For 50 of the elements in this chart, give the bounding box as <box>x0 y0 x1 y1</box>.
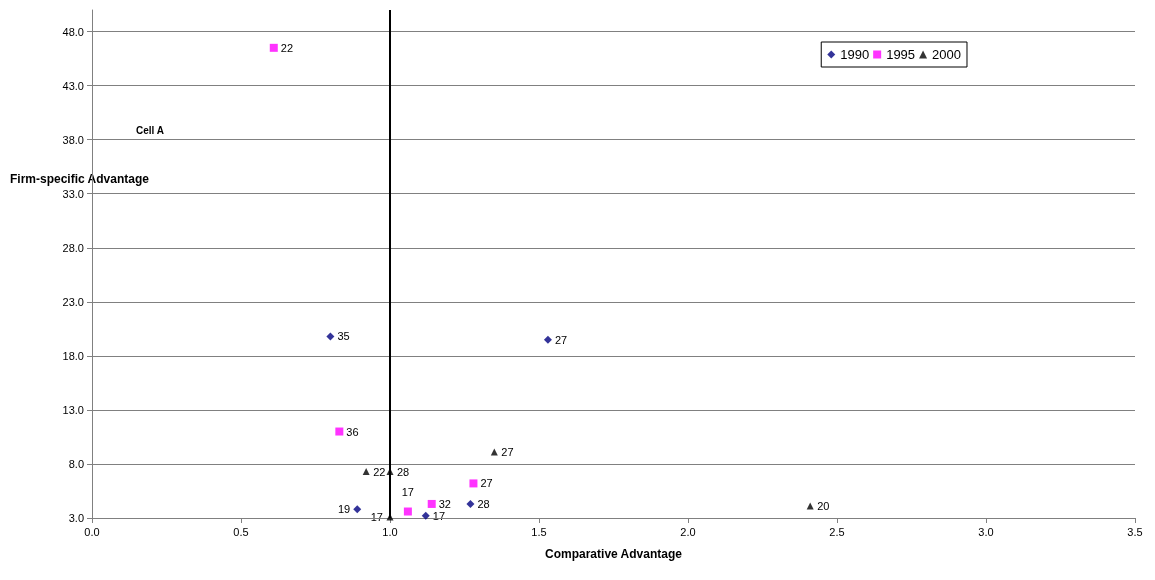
x-tick-label: 3.5 <box>1127 525 1143 538</box>
point <box>490 448 498 456</box>
x-tick-label: 0.5 <box>233 525 249 538</box>
point <box>469 479 478 488</box>
point <box>362 468 370 476</box>
point <box>335 427 344 436</box>
x-tick-label: 2.5 <box>829 525 845 538</box>
y-tick-label: 13.0 <box>62 403 84 416</box>
x-tick-label: 2.0 <box>680 525 696 538</box>
y-tick-label: 38.0 <box>62 133 84 146</box>
annotation: 22 <box>373 465 386 478</box>
point <box>427 499 436 508</box>
y-tick-label: 48.0 <box>62 25 84 38</box>
annotation: 20 <box>817 500 830 513</box>
annotation: 22 <box>280 41 294 54</box>
legend-label: 2000 <box>932 47 961 62</box>
x-tick-label: 1.5 <box>531 525 547 538</box>
point <box>421 511 430 520</box>
legend-label: 1990 <box>840 47 870 62</box>
annotation: 19 <box>337 503 351 516</box>
legend-label: 1995 <box>886 47 916 62</box>
x-tick-label: 1.0 <box>382 525 398 538</box>
point <box>269 43 278 52</box>
point <box>806 502 814 510</box>
y-tick-label: 43.0 <box>62 79 84 92</box>
point <box>466 499 475 508</box>
y-tick-label: 3.0 <box>68 512 84 524</box>
annotation: 27 <box>501 446 514 459</box>
y-tick-label: 33.0 <box>62 187 84 200</box>
annotation: 27 <box>480 477 493 490</box>
annotation: 27 <box>554 333 568 346</box>
annotation: 35 <box>337 330 350 343</box>
annotation: Cell A <box>136 124 164 136</box>
point <box>543 335 552 344</box>
y-tick-label: 8.0 <box>68 457 84 470</box>
point <box>403 507 412 516</box>
annotation: 28 <box>477 497 490 510</box>
y-tick-label: 28.0 <box>62 241 84 254</box>
annotation: 17 <box>401 485 415 498</box>
annotation: 32 <box>438 497 451 510</box>
point <box>353 505 362 514</box>
annotation: 28 <box>397 465 410 478</box>
y-axis-title: Firm-specific Advantage <box>10 172 150 186</box>
y-tick-label: 23.0 <box>62 295 84 308</box>
x-tick-label: 0.0 <box>84 525 100 538</box>
x-axis-title: Comparative Advantage <box>545 547 683 561</box>
point <box>326 332 335 341</box>
annotation: 36 <box>346 425 359 438</box>
x-tick-label: 3.0 <box>978 525 994 538</box>
y-tick-label: 18.0 <box>62 349 84 362</box>
